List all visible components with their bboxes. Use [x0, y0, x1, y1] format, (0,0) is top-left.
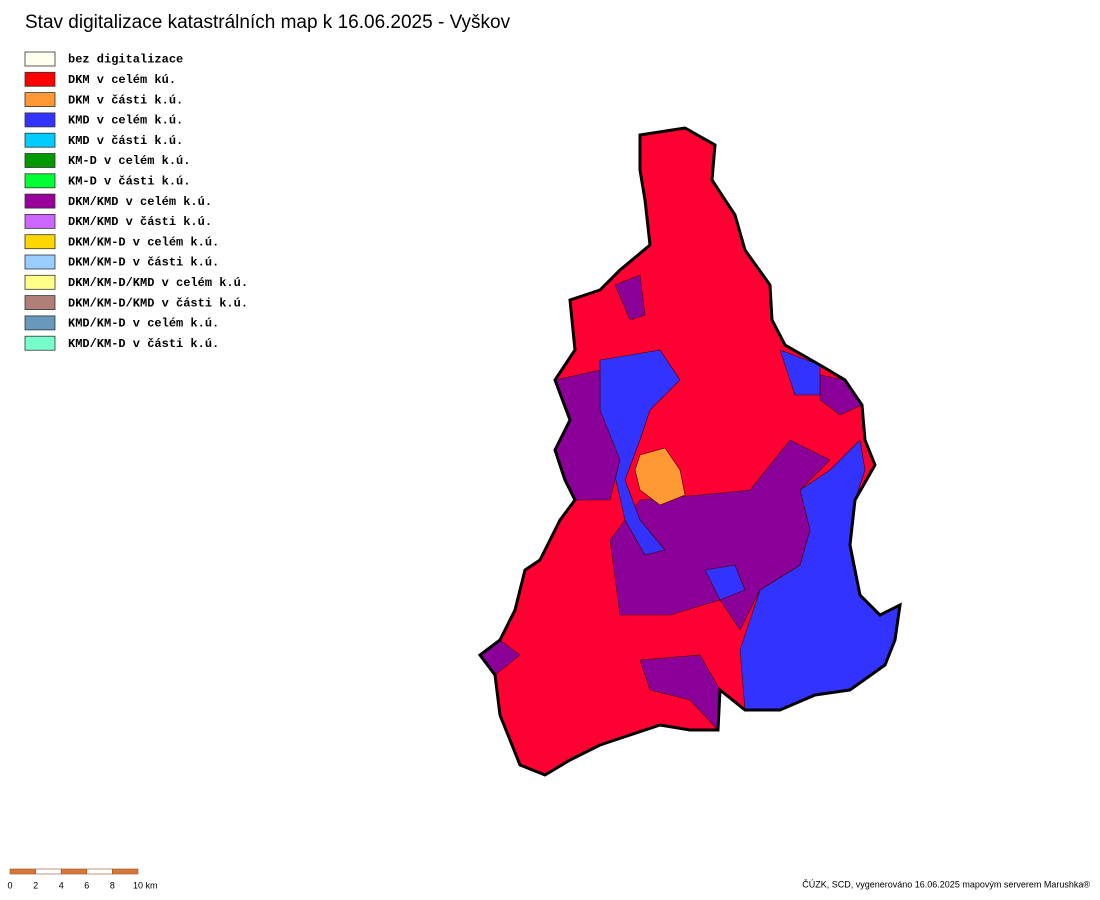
- scale-label: 2: [33, 880, 38, 890]
- legend-label: DKM v celém kú.: [68, 73, 176, 87]
- legend-label: KMD v části k.ú.: [68, 134, 183, 148]
- region-kmd: [704, 564, 746, 601]
- scale-label: 6: [84, 880, 89, 890]
- region-kmd: [779, 349, 821, 396]
- credit: ČÚZK, SCD, vygenerováno 16.06.2025 mapov…: [802, 879, 1090, 889]
- legend-label: bez digitalizace: [68, 53, 183, 67]
- legend-label: DKM v části k.ú.: [68, 93, 183, 107]
- legend-swatch: [24, 112, 56, 128]
- legend-label: KMD/KM-D v části k.ú.: [68, 337, 219, 351]
- legend-label: DKM/KM-D v části k.ú.: [68, 256, 219, 270]
- district-map: [477, 126, 902, 777]
- scale-label: 4: [59, 880, 64, 890]
- district-outline: [477, 126, 902, 777]
- legend-swatch: [24, 254, 56, 270]
- legend-label: KM-D v části k.ú.: [68, 174, 190, 188]
- scale-label: 10 km: [133, 880, 158, 890]
- legend-swatch: [24, 132, 56, 148]
- scale-bar: 0 2 4 6 8 10 km: [7, 868, 158, 890]
- scale-segment: [60, 868, 88, 875]
- legend-label: DKM/KM-D v celém k.ú.: [68, 235, 219, 249]
- legend-swatch: [24, 71, 56, 87]
- legend-label: DKM/KM-D/KMD v části k.ú.: [68, 296, 248, 310]
- region-dkm-kmd: [614, 274, 646, 321]
- legend-swatch: [24, 193, 56, 209]
- legend-label: KMD/KM-D v celém k.ú.: [68, 317, 219, 331]
- scale-segment: [112, 868, 139, 875]
- legend-swatch: [24, 234, 56, 250]
- legend-label: KM-D v celém k.ú.: [68, 154, 190, 168]
- scale-label: 0: [7, 880, 12, 890]
- legend: bez digitalizace DKM v celém kú. DKM v čás…: [24, 51, 248, 351]
- legend-swatch: [24, 92, 56, 107]
- scale-label: 8: [110, 880, 115, 890]
- scale-segment: [35, 868, 62, 875]
- legend-label: DKM/KMD v části k.ú.: [68, 215, 212, 229]
- region-dkm-partial: [634, 447, 686, 506]
- region-dkm-kmd: [609, 439, 831, 631]
- region-kmd: [599, 349, 681, 556]
- legend-swatch: [24, 213, 56, 229]
- legend-label: DKM/KMD v celém k.ú.: [68, 195, 212, 209]
- legend-swatch: [24, 295, 56, 311]
- map-title: Stav digitalizace katastrálních map k 16…: [25, 12, 511, 33]
- legend-swatch: [24, 274, 56, 290]
- legend-swatch: [24, 153, 56, 168]
- legend-swatch: [24, 173, 56, 189]
- legend-swatch: [24, 315, 56, 331]
- legend-swatch: [24, 51, 56, 67]
- legend-label: DKM/KM-D/KMD v celém k.ú.: [68, 276, 248, 290]
- scale-segment: [9, 868, 36, 875]
- legend-label: KMD v celém k.ú.: [68, 114, 183, 128]
- legend-swatch: [24, 335, 56, 351]
- scale-segment: [86, 868, 113, 875]
